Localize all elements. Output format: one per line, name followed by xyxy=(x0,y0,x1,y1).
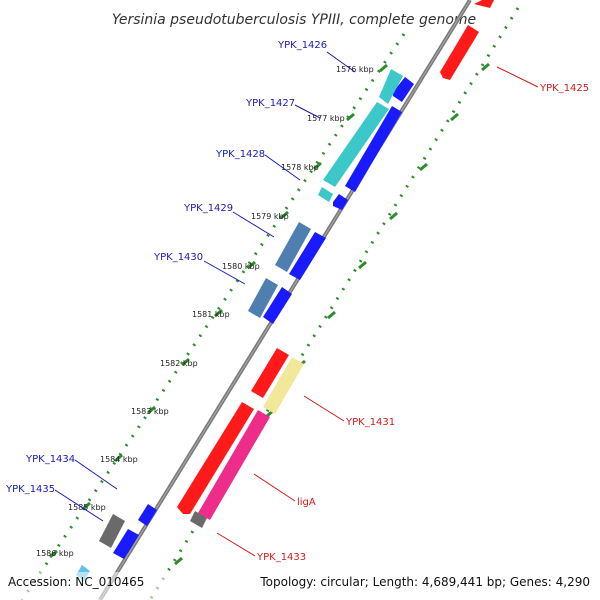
gene-arrow[interactable] xyxy=(177,402,254,514)
gene-label[interactable]: YPK_1425 xyxy=(539,83,589,94)
blue-strand-genes xyxy=(113,77,414,559)
steel-cds xyxy=(248,222,311,318)
gene-label[interactable]: YPK_1430 xyxy=(153,252,203,263)
left-gene-labels: YPK_1426 YPK_1427 YPK_1428 YPK_1429 YPK_… xyxy=(5,40,327,495)
gene-label[interactable]: YPK_1433 xyxy=(256,552,306,563)
scale-label: 1582 kbp xyxy=(160,359,198,368)
gene-label[interactable]: ligA xyxy=(297,497,316,508)
scale-label: 1578 kbp xyxy=(281,163,319,172)
cyan-cds xyxy=(318,69,403,202)
cds-bar[interactable] xyxy=(248,278,278,318)
gene-arrow[interactable] xyxy=(251,348,289,398)
cds-bar[interactable] xyxy=(318,187,333,202)
genome-summary: Topology: circular; Length: 4,689,441 bp… xyxy=(259,575,590,589)
scale-label: 1579 kbp xyxy=(251,212,289,221)
scale-label: 1584 kbp xyxy=(100,455,138,464)
cds-bar[interactable] xyxy=(198,410,270,520)
scale-label: 1580 kbp xyxy=(222,262,260,271)
gray-cds xyxy=(99,511,207,548)
cds-bar[interactable] xyxy=(323,102,389,187)
cds-bar[interactable] xyxy=(379,69,403,104)
gene-arrow[interactable] xyxy=(474,0,494,8)
right-leaders xyxy=(216,66,539,557)
gene-label[interactable]: YPK_1427 xyxy=(245,98,295,109)
inner-scale-ticks xyxy=(49,63,388,559)
scale-label: 1585 kbp xyxy=(68,503,106,512)
gene-arrow[interactable] xyxy=(289,232,326,280)
right-gene-labels: YPK_1425 YPK_1431 ligA YPK_1433 xyxy=(256,83,589,563)
accession-text: Accession: NC_010465 xyxy=(8,575,144,589)
gene-label[interactable]: YPK_1435 xyxy=(5,484,55,495)
gene-label[interactable]: YPK_1434 xyxy=(25,454,75,465)
scale-label: 1576 kbp xyxy=(336,65,374,74)
gene-label[interactable]: YPK_1431 xyxy=(345,417,395,428)
cds-bar[interactable] xyxy=(275,222,311,272)
bottom-fade xyxy=(0,572,600,600)
gene-arrow[interactable] xyxy=(345,106,402,192)
left-leaders xyxy=(54,51,356,522)
red-strand-genes xyxy=(177,0,494,514)
gene-arrow[interactable] xyxy=(333,194,348,210)
gene-label[interactable]: YPK_1426 xyxy=(277,40,327,51)
gene-arrow[interactable] xyxy=(440,25,479,80)
scale-label: 1581 kbp xyxy=(192,310,230,319)
gene-arrow[interactable] xyxy=(263,287,292,324)
scale-label: 1586 kbp xyxy=(36,549,74,558)
gene-arrow[interactable] xyxy=(393,77,414,102)
scale-labels: 1576 kbp 1577 kbp 1578 kbp 1579 kbp 1580… xyxy=(36,65,374,558)
gene-arrow[interactable] xyxy=(138,504,157,526)
gene-arrow[interactable] xyxy=(113,529,139,559)
scale-label: 1577 kbp xyxy=(307,114,345,123)
gene-label[interactable]: YPK_1429 xyxy=(183,203,233,214)
map-title: Yersinia pseudotuberculosis YPIII, compl… xyxy=(112,12,476,28)
cds-bar[interactable] xyxy=(263,357,304,414)
inner-tick-track xyxy=(20,33,406,600)
scale-label: 1583 kbp xyxy=(131,407,169,416)
cds-bar[interactable] xyxy=(99,514,125,548)
gene-label[interactable]: YPK_1428 xyxy=(215,149,265,160)
cds-bar[interactable] xyxy=(190,511,207,528)
